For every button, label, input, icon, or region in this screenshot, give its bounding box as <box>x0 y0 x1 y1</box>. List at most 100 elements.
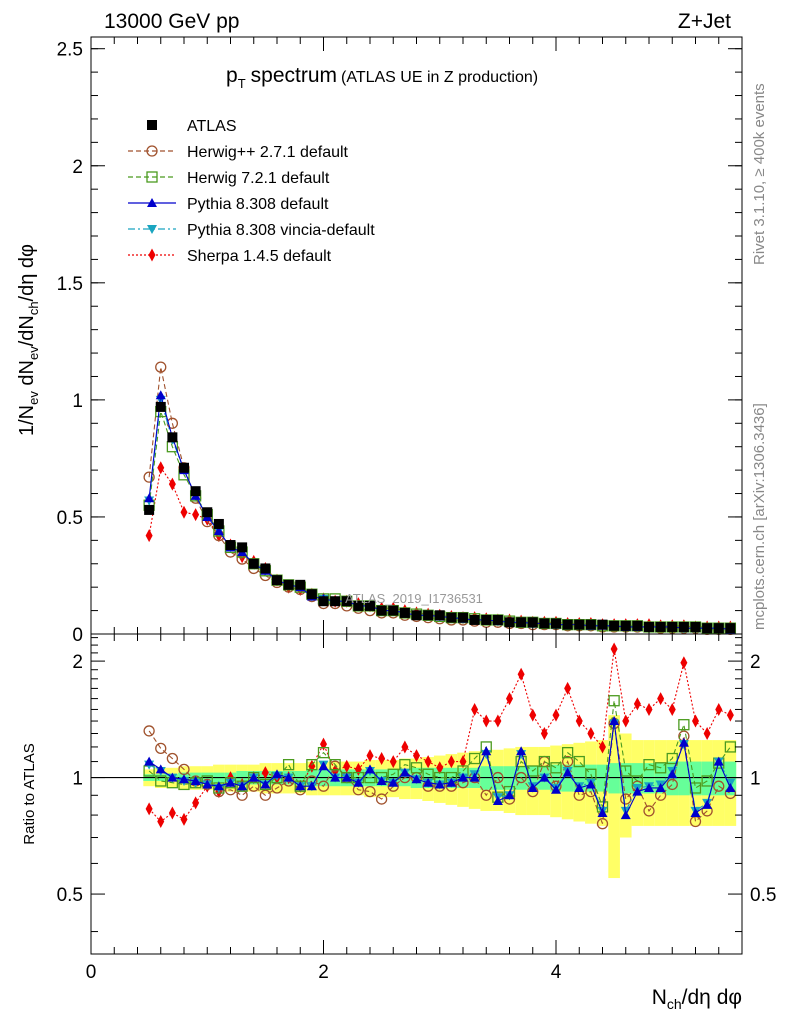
ratio-point-s4-26 <box>447 755 455 769</box>
atlas-point-41 <box>620 620 631 631</box>
main-panel: 0 0.5 1 1.5 2 2.5 pT spectrum (ATLAS UE in Z pr… <box>16 36 743 646</box>
main-ytick-label-2: 1 <box>72 391 83 412</box>
ratio-point-s2-34 <box>539 772 550 782</box>
ratio-point-s2-22 <box>399 767 410 777</box>
ratio-point-s1-36 <box>561 746 574 759</box>
ratio-point-s2-43 <box>644 782 654 792</box>
ratio-point-s2-9 <box>248 772 259 782</box>
atlas-point-24 <box>423 610 434 621</box>
atlas-point-19 <box>365 600 375 611</box>
main-point-s1-1 <box>155 361 167 373</box>
ratio-point-s0-20 <box>375 793 388 805</box>
legend-label-4: Pythia 8.308 vincia-default <box>187 222 375 239</box>
stat-band-40 <box>608 763 620 794</box>
legend-label-1: Herwig++ 2.7.1 default <box>187 144 349 161</box>
ratio-point-s4-0 <box>145 802 153 816</box>
atlas-point-0 <box>144 504 155 515</box>
ratio-point-s2-30 <box>492 795 503 805</box>
ratio-point-s4-43 <box>645 702 653 716</box>
ratio-point-s4-39 <box>599 740 606 754</box>
ratio-panel: 0.5 0.5 1 1 2 2 0 2 4 Ratio to ATLAS Nch/dη dφ <box>21 633 776 1012</box>
ratio-point-s2-20 <box>376 775 387 785</box>
ratio-point-s0-43 <box>643 805 655 817</box>
atlas-point-37 <box>574 619 585 630</box>
ratio-ytick-label-2: 2 <box>72 652 83 673</box>
ratio-point-s1-46 <box>678 719 690 731</box>
atlas-point-39 <box>597 619 608 630</box>
legend-marker-4 <box>147 225 157 234</box>
atlas-point-27 <box>458 612 468 623</box>
ratio-point-s2-11 <box>272 769 282 779</box>
atlas-point-26 <box>446 612 457 623</box>
ratio-point-s2-25 <box>434 779 445 789</box>
ratio-point-s2-10 <box>260 779 271 789</box>
atlas-point-16 <box>330 596 341 607</box>
main-ytick-label-1: 0.5 <box>57 508 83 529</box>
xtick-label-0: 0 <box>86 962 97 983</box>
ratio-point-s2-2 <box>167 772 178 782</box>
atlas-point-33 <box>527 617 538 628</box>
legend-item-1: Herwig++ 2.7.1 default <box>128 144 349 161</box>
atlas-point-4 <box>190 486 201 497</box>
ratio-point-s2-26 <box>446 777 457 787</box>
ratio-point-s2-1 <box>155 764 166 774</box>
atlas-point-50 <box>725 623 736 634</box>
main-point-s5-3 <box>180 505 188 519</box>
ratio-point-s4-23 <box>413 749 420 763</box>
main-ytick-label-3: 1.5 <box>57 274 83 295</box>
ratio-point-s4-19 <box>366 749 374 763</box>
ratio-point-s4-45 <box>668 702 676 716</box>
legend-marker-3 <box>147 198 157 207</box>
atlas-point-25 <box>434 610 445 621</box>
main-ytick-label-4: 2 <box>72 157 83 178</box>
main-y-axis-label: 1/Nev dNev/dNch/dη dφ <box>16 244 41 436</box>
atlas-point-5 <box>202 507 213 518</box>
ratio-point-s2-18 <box>353 777 364 787</box>
ratio-point-s4-37 <box>575 714 583 728</box>
ratio-point-s0-10 <box>259 789 272 801</box>
legend-item-5: Sherpa 1.4.5 default <box>128 248 332 265</box>
ratio-point-s2-44 <box>655 782 666 792</box>
ratio-point-s1-47 <box>689 782 702 794</box>
ratio-point-s2-41 <box>620 810 631 820</box>
legend-item-3: Pythia 8.308 default <box>128 196 329 213</box>
atlas-point-47 <box>690 621 701 632</box>
ratio-point-s2-48 <box>702 799 713 809</box>
legend-marker-5 <box>148 248 156 262</box>
ratio-point-s2-4 <box>190 775 201 785</box>
atlas-point-2 <box>167 432 178 443</box>
ratio-point-s2-14 <box>306 781 317 791</box>
atlas-point-3 <box>179 462 189 473</box>
ratio-point-s2-8 <box>237 781 248 791</box>
ratio-point-s1-43 <box>643 758 655 771</box>
ratio-point-s4-50 <box>726 708 734 722</box>
ratio-point-s2-40 <box>609 716 620 726</box>
ratio-ytick-label-right-1: 1 <box>750 769 761 790</box>
stat-band-48 <box>701 761 713 796</box>
ratio-point-s4-36 <box>564 681 572 695</box>
ratio-point-s4-29 <box>482 714 490 728</box>
ratio-point-s2-3 <box>179 774 189 784</box>
legend-label-5: Sherpa 1.4.5 default <box>187 248 332 265</box>
ratio-ytick-label-right-0: 0.5 <box>750 885 776 906</box>
atlas-point-48 <box>702 623 713 634</box>
atlas-point-11 <box>272 575 282 586</box>
ratio-point-s4-30 <box>494 714 502 728</box>
ratio-point-s4-3 <box>180 812 188 826</box>
ratio-point-s2-36 <box>562 767 573 777</box>
rivet-label: Rivet 3.1.10, ≥ 400k events <box>751 83 768 265</box>
ratio-point-s4-21 <box>389 755 397 769</box>
atlas-point-46 <box>678 621 689 632</box>
atlas-point-32 <box>516 617 527 628</box>
ratio-point-s4-20 <box>378 752 386 766</box>
ratio-point-s1-23 <box>410 762 423 774</box>
ratio-point-s1-16 <box>329 758 341 771</box>
ratio-point-s2-7 <box>225 777 236 787</box>
atlas-point-1 <box>155 401 166 412</box>
ratio-point-s2-42 <box>632 786 643 796</box>
ratio-point-s1-12 <box>282 758 295 771</box>
ratio-point-s1-15 <box>317 746 330 759</box>
ratio-point-s4-17 <box>343 759 351 773</box>
legend-item-4: Pythia 8.308 vincia-default <box>128 222 375 239</box>
atlas-point-44 <box>655 621 666 632</box>
